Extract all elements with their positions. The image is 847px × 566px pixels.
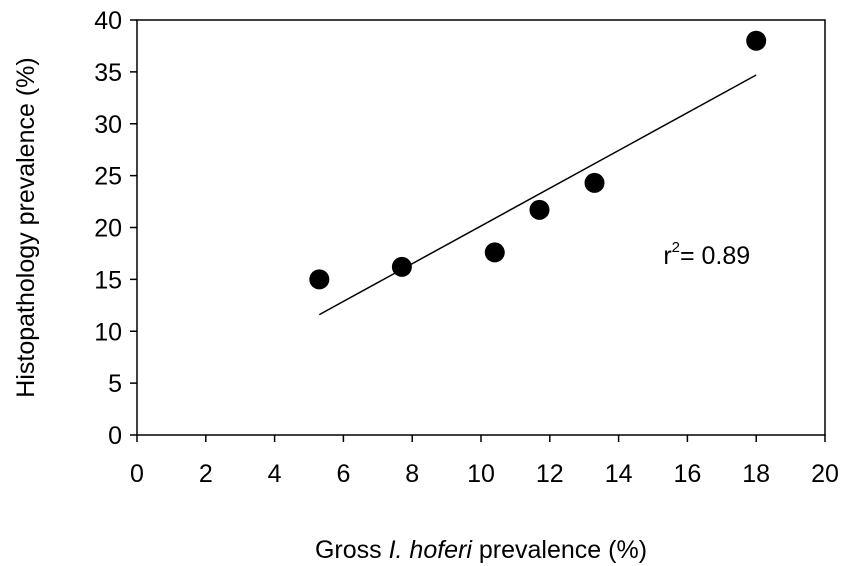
x-tick-label: 4 [268,460,282,488]
x-tick-label: 16 [673,460,701,488]
plot-frame [136,19,826,436]
data-point [529,199,550,220]
x-tick-label: 2 [199,460,213,488]
plot-border [136,19,826,436]
x-axis-title: Gross I. hoferi prevalence (%) [315,536,647,564]
x-tick-label: 12 [536,460,564,488]
regression-line [318,74,757,316]
x-tick-label: 10 [467,460,495,488]
data-point [746,30,767,51]
x-axis-title-italic: I. hoferi [389,536,474,564]
x-axis-title-prefix: Gross [315,536,389,564]
y-tick-label: 35 [94,59,122,87]
r-squared-base: r [663,242,671,270]
x-axis-ticks: 0 2 4 6 8 10 12 14 16 18 20 [130,435,839,488]
data-point [584,172,605,193]
y-tick-label: 25 [94,163,122,191]
data-point [391,256,412,277]
x-tick-label: 8 [405,460,419,488]
r-squared-annotation: r2= 0.89 [663,239,750,270]
y-axis-ticks: 0 5 10 15 20 25 30 35 40 [94,7,137,450]
x-axis-title-suffix: prevalence (%) [472,536,647,564]
x-tick-label: 14 [605,460,633,488]
y-tick-label: 40 [94,7,122,35]
y-tick-label: 5 [108,370,122,398]
data-points [309,30,767,290]
y-tick-label: 0 [108,422,122,450]
y-tick-label: 10 [94,318,122,346]
data-point [309,269,330,290]
y-tick-label: 30 [94,111,122,139]
x-tick-label: 20 [811,460,839,488]
x-tick-label: 0 [130,460,144,488]
y-axis-title: Histopathology prevalence (%) [12,57,40,397]
data-point [484,242,505,263]
x-tick-label: 6 [336,460,350,488]
y-tick-label: 20 [94,215,122,243]
x-tick-label: 18 [742,460,770,488]
r-squared-value: = 0.89 [680,242,750,270]
y-tick-label: 15 [94,266,122,294]
trendline-group [318,74,757,316]
r-squared-superscript: 2 [672,239,680,256]
